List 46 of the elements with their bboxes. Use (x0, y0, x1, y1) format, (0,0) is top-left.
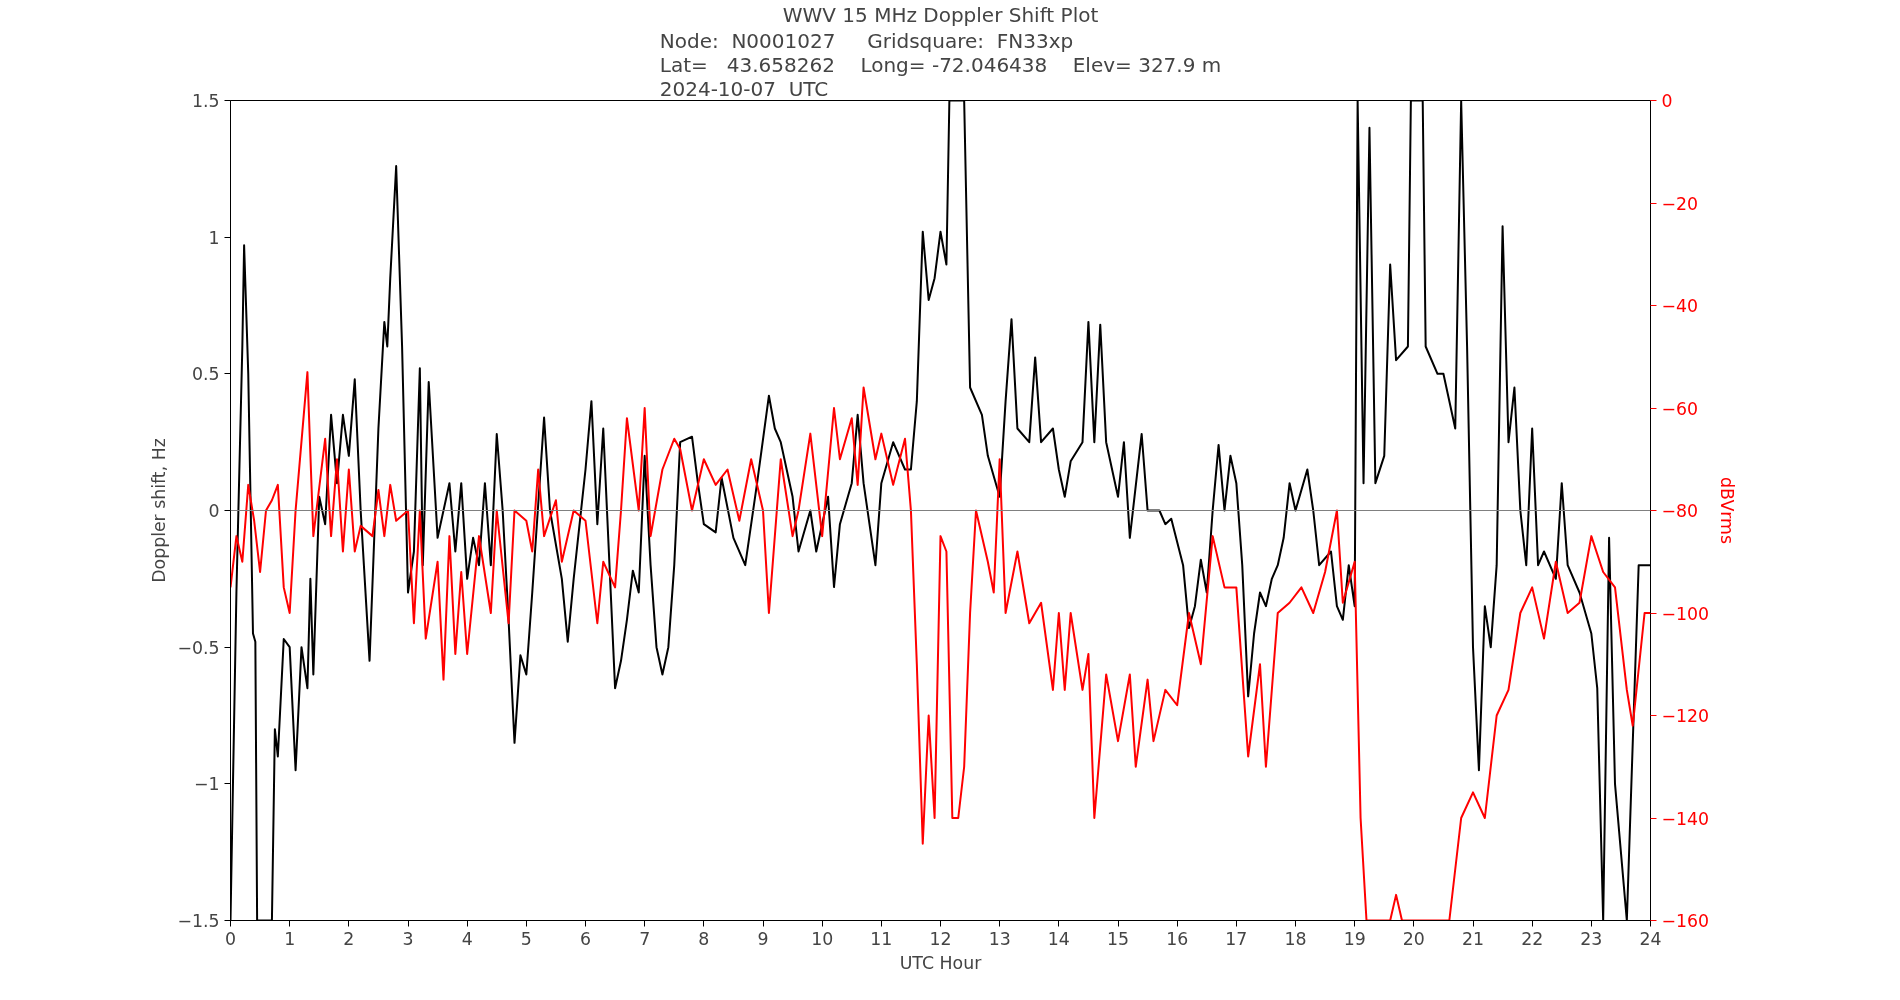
x-tick-label: 13 (988, 928, 1011, 949)
y2-tick-label: −20 (1661, 193, 1699, 214)
x-tick-label: 3 (402, 928, 414, 949)
x-tick-label: 8 (698, 928, 710, 949)
y-tick-label: −1.5 (177, 911, 220, 931)
x-tick-label: 18 (1284, 928, 1307, 949)
x-tick-label: 1 (284, 928, 296, 949)
x-tick-label: 7 (639, 928, 651, 949)
x-tick-label: 20 (1402, 928, 1425, 949)
y2-tick-label: −40 (1661, 296, 1699, 316)
y2-tick-label: −60 (1661, 398, 1699, 419)
y-axis-title: Doppler shift, Hz (149, 438, 170, 583)
y-tick-label: −1 (193, 774, 220, 795)
x-tick-label: 4 (461, 928, 473, 949)
x-axis-title: UTC Hour (899, 952, 983, 973)
y2-axis-title: dBVrms (1717, 477, 1738, 544)
y-tick-label: 1 (208, 227, 220, 248)
x-tick-label: 0 (224, 928, 237, 949)
x-tick-label: 17 (1225, 928, 1248, 949)
x-tick-label: 10 (811, 928, 834, 949)
x-tick-label: 15 (1106, 928, 1130, 949)
x-tick-label: 14 (1047, 928, 1070, 949)
x-tick-label: 22 (1521, 928, 1544, 949)
x-tick-label: 6 (579, 928, 592, 949)
y-tick-label: −0.5 (177, 637, 220, 658)
y-tick-label: 0 (208, 501, 220, 521)
x-tick-label: 19 (1343, 928, 1366, 949)
y-tick-label: 1.5 (191, 91, 220, 111)
y2-tick-label: −160 (1661, 911, 1710, 931)
y2-tick-label: 0 (1661, 91, 1673, 111)
y-tick-label: 0.5 (191, 364, 220, 385)
x-tick-label: 9 (757, 928, 769, 949)
y2-tick-label: −140 (1661, 808, 1710, 829)
x-tick-label: 24 (1639, 928, 1662, 949)
y2-tick-label: −120 (1661, 706, 1710, 726)
x-tick-label: 23 (1580, 928, 1603, 949)
x-tick-label: 21 (1461, 928, 1485, 949)
x-tick-label: 2 (343, 928, 355, 949)
y2-tick-label: −80 (1661, 501, 1699, 521)
x-tick-label: 12 (929, 928, 952, 949)
chart-subtitle: Node: N0001027 Gridsquare: FN33xp Lat= 43.658262 Long= -72.046438 Elev= 327.9 m 2024-10-07 UTC (659, 28, 1222, 101)
chart-title: WWV 15 MHz Doppler Shift Plot (782, 2, 1099, 27)
y2-tick-label: −100 (1661, 603, 1710, 624)
x-tick-label: 5 (520, 928, 532, 949)
x-tick-label: 11 (870, 928, 893, 949)
x-tick-label: 16 (1166, 928, 1189, 949)
